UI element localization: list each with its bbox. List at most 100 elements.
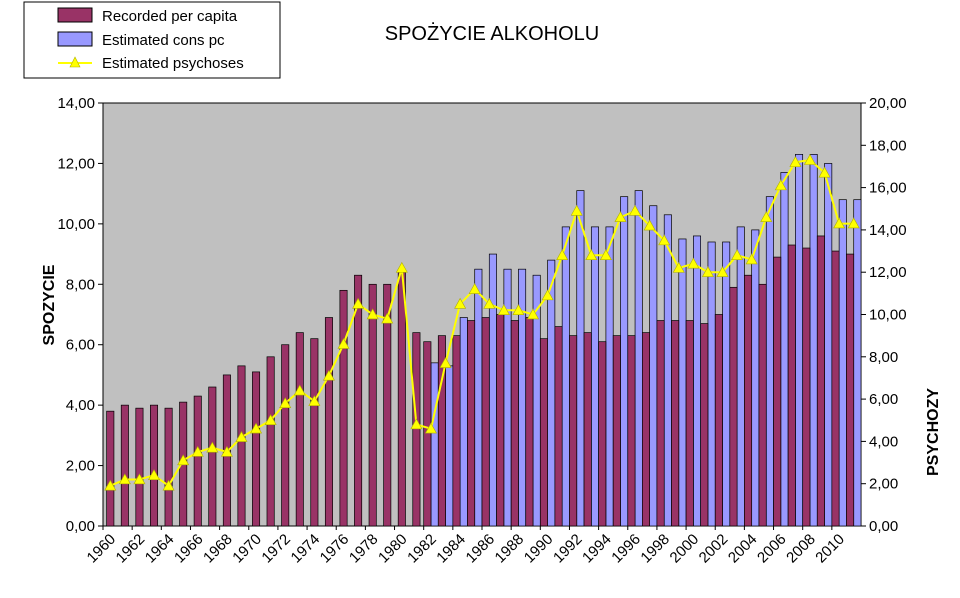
bar-estimated-cons — [707, 241, 716, 527]
point-psychoses — [541, 289, 554, 301]
bar-estimated-cons — [853, 199, 862, 527]
point-psychoses — [672, 261, 685, 273]
bar-recorded — [437, 335, 446, 527]
bar-estimated-cons — [459, 317, 468, 527]
y-tick-label: 8,00 — [66, 276, 95, 293]
bar-recorded — [310, 338, 319, 527]
point-psychoses — [599, 249, 612, 260]
bar-recorded — [539, 338, 548, 527]
point-psychoses — [133, 473, 146, 485]
bar-estimated-cons — [445, 365, 454, 527]
bar-recorded — [700, 323, 709, 527]
legend-label-estimated-cons: Estimated cons pc — [102, 32, 225, 49]
point-psychoses — [833, 217, 846, 229]
bar-estimated-cons — [751, 229, 760, 527]
point-psychoses — [731, 249, 744, 260]
point-psychoses — [497, 304, 510, 315]
bar-recorded — [714, 314, 723, 527]
bar-recorded — [368, 283, 377, 527]
bar-estimated-cons — [576, 190, 585, 527]
chart-title: SPOŻYCIE ALKOHOLU — [385, 22, 600, 45]
bar-recorded — [831, 250, 840, 527]
bar-estimated-cons — [634, 190, 643, 527]
x-tick-label: 1970 — [229, 531, 265, 567]
series-line-psychoses — [109, 159, 854, 488]
bar-recorded — [846, 253, 855, 527]
bar-recorded — [193, 395, 202, 527]
x-tick-label: 2000 — [667, 531, 703, 567]
bar-estimated-cons — [590, 226, 599, 527]
y-tick-label: 10,00 — [57, 216, 95, 233]
legend: Recorded per capita Estimated cons pc Es… — [23, 1, 281, 79]
x-tick-label: 1978 — [346, 531, 382, 567]
bar-recorded — [787, 244, 796, 527]
point-psychoses — [745, 253, 758, 265]
x-tick-label: 1986 — [463, 531, 499, 567]
bar-recorded — [106, 410, 115, 527]
bar-recorded — [135, 407, 144, 527]
bar-estimated-cons — [488, 253, 497, 527]
y-tick-label: 14,00 — [57, 95, 95, 112]
y2-tick-label: 0,00 — [869, 518, 898, 535]
y2-axis-title: PSYCHOZY — [925, 388, 942, 476]
x-tick-label: 2006 — [754, 531, 790, 567]
point-psychoses — [527, 308, 540, 320]
legend-label-psychoses: Estimated psychoses — [102, 55, 244, 72]
bar-estimated-cons — [678, 238, 687, 527]
bar-recorded — [685, 320, 694, 527]
x-tick-label: 1994 — [579, 531, 615, 567]
bar-recorded — [598, 341, 607, 527]
point-psychoses — [818, 166, 831, 178]
bar-estimated-cons — [693, 235, 702, 527]
y-tick-label: 0,00 — [66, 518, 95, 535]
bar-recorded — [583, 332, 592, 527]
point-psychoses — [585, 249, 598, 260]
x-tick-label: 1974 — [288, 531, 324, 567]
y2-tick-label: 8,00 — [869, 349, 898, 366]
point-psychoses — [337, 337, 350, 349]
point-psychoses — [614, 211, 627, 222]
point-psychoses — [322, 369, 335, 381]
point-psychoses — [468, 283, 481, 294]
point-psychoses — [570, 204, 583, 216]
point-psychoses — [847, 217, 860, 229]
bar-recorded — [120, 404, 129, 527]
point-psychoses — [235, 431, 248, 442]
point-psychoses — [716, 266, 729, 277]
bar-estimated-cons — [561, 226, 570, 527]
y2-tick-label: 6,00 — [869, 391, 898, 408]
bar-recorded — [569, 335, 578, 527]
point-psychoses — [424, 422, 437, 434]
x-tick-label: 1976 — [317, 531, 353, 567]
point-psychoses — [629, 204, 642, 216]
point-psychoses — [279, 397, 292, 409]
x-tick-label: 2004 — [725, 531, 761, 567]
bar-recorded — [671, 320, 680, 527]
bar-estimated-cons — [838, 199, 847, 527]
y2-tick-label: 14,00 — [869, 222, 907, 239]
bar-recorded — [496, 314, 505, 527]
bar-recorded — [423, 341, 432, 527]
bar-estimated-cons — [649, 205, 658, 527]
legend-marker-psychoses — [69, 56, 81, 68]
point-psychoses — [381, 312, 394, 324]
point-psychoses — [512, 304, 525, 315]
point-psychoses — [789, 156, 802, 167]
line-layer — [104, 153, 860, 491]
bar-estimated-cons — [620, 196, 629, 527]
bar-recorded — [266, 356, 275, 527]
point-psychoses — [454, 297, 467, 309]
x-tick-label: 2002 — [696, 531, 732, 567]
bar-recorded — [339, 289, 348, 527]
bar-recorded — [612, 335, 621, 527]
bar-estimated-cons — [795, 154, 804, 527]
bar-recorded — [729, 286, 738, 527]
point-psychoses — [658, 234, 671, 246]
bar-recorded — [383, 283, 392, 527]
point-psychoses — [148, 469, 161, 480]
point-psychoses — [264, 414, 277, 425]
bar-recorded — [397, 271, 406, 527]
x-tick-label: 1982 — [404, 531, 440, 567]
